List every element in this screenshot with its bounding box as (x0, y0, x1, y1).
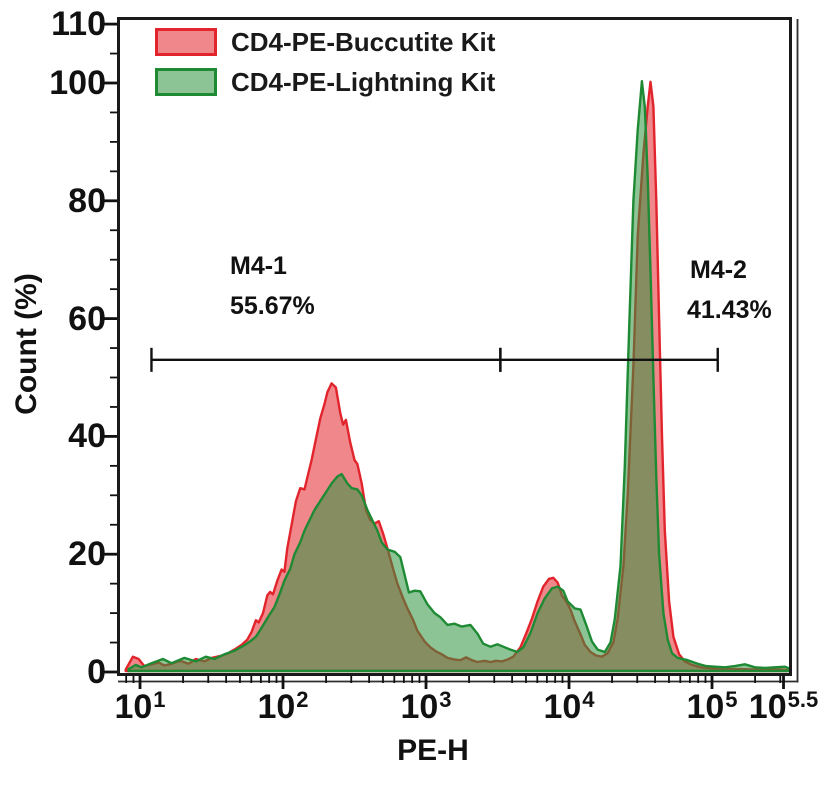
x-axis-title: PE-H (397, 734, 469, 767)
y-tick-label: 60 (68, 299, 106, 338)
y-tick-label: 0 (87, 653, 106, 691)
x-tick-label: 101 (114, 687, 166, 726)
legend-label: CD4-PE-Lightning Kit (231, 66, 496, 97)
gate-m4-1-name: M4-1 (230, 252, 287, 280)
legend-item-lightning: CD4-PE-Lightning Kit (155, 66, 496, 97)
legend-label: CD4-PE-Buccutite Kit (231, 26, 496, 57)
series-layer (124, 80, 791, 673)
y-tick-label: 100 (49, 64, 106, 102)
x-tick-label: 104 (543, 687, 595, 726)
legend-swatch-green (155, 68, 217, 96)
x-tick-label: 102 (257, 687, 309, 726)
x-tick-label: 103 (400, 687, 452, 726)
gate-m4-1-percent: 55.67% (230, 292, 315, 320)
x-tick-label: 105.5 (748, 687, 819, 726)
series-area-lightning-green (127, 80, 791, 673)
axis-ticks (104, 22, 785, 689)
y-tick-label: 20 (68, 535, 106, 574)
gate-markers (150, 347, 719, 372)
gate-m4-2-name: M4-2 (690, 256, 747, 284)
gate-m4-2-percent: 41.43% (687, 296, 772, 324)
plot-frame (117, 17, 792, 676)
plot-background (120, 20, 791, 674)
legend-item-buccutite: CD4-PE-Buccutite Kit (155, 26, 496, 57)
x-tick-label: 105 (686, 687, 738, 726)
y-axis-title: Count (%) (10, 273, 43, 415)
y-tick-label: 40 (68, 417, 106, 456)
y-tick-label: 110 (51, 5, 106, 44)
legend-swatch-red (155, 28, 217, 56)
y-tick-label: 80 (68, 181, 106, 220)
